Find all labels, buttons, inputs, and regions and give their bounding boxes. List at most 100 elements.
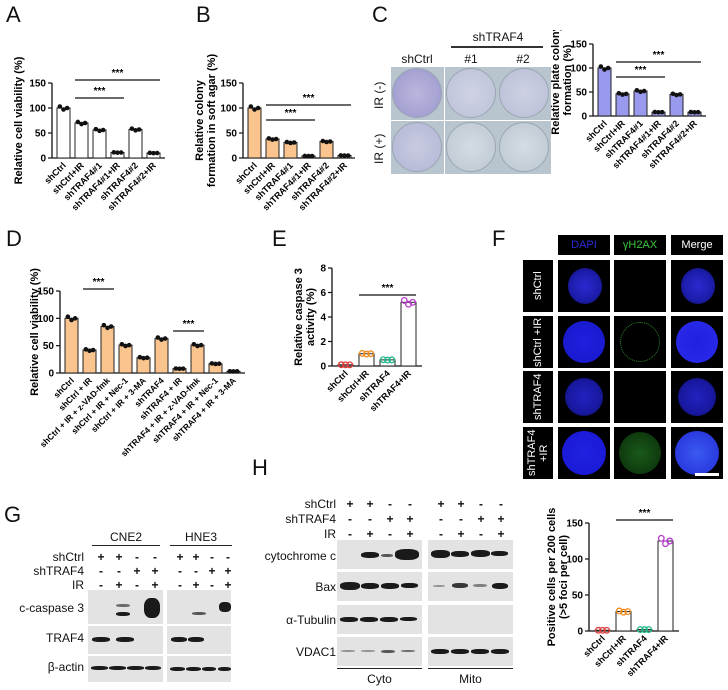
svg-text:2: 2 bbox=[320, 337, 326, 348]
blot-cyto-alpha-tubulin bbox=[337, 605, 422, 634]
row-label-shctrl: shCtrl bbox=[523, 260, 553, 312]
blot-cyto-bax bbox=[337, 572, 422, 601]
image-gh2ax-shtraf4 bbox=[614, 371, 666, 423]
row-label-ir: IR bbox=[72, 578, 84, 592]
svg-text:***: *** bbox=[94, 86, 106, 97]
svg-text:6: 6 bbox=[320, 288, 326, 299]
blot-cne2-traf4 bbox=[88, 626, 163, 654]
svg-text:0: 0 bbox=[320, 362, 326, 373]
svg-text:Relative plate colony: Relative plate colony bbox=[550, 30, 562, 135]
svg-text:***: *** bbox=[112, 68, 124, 79]
condition-sign: - bbox=[408, 497, 412, 511]
condition-sign: + bbox=[192, 578, 200, 592]
panel-letter-d: D bbox=[6, 226, 22, 251]
svg-text:0: 0 bbox=[48, 369, 54, 380]
underline-cyto bbox=[337, 668, 422, 669]
svg-text:Relative cell viability (%): Relative cell viability (%) bbox=[13, 56, 25, 184]
svg-text:***: *** bbox=[285, 108, 297, 119]
condition-sign: + bbox=[457, 527, 465, 541]
blot-mito-cytochrome-c bbox=[428, 540, 513, 569]
condition-sign: - bbox=[210, 578, 214, 592]
panel-letter-f: F bbox=[492, 226, 506, 251]
svg-text:0: 0 bbox=[40, 154, 46, 165]
condition-sign: + bbox=[97, 550, 105, 564]
protein-label-bax: Bax bbox=[315, 580, 336, 594]
svg-text:formation (%): formation (%) bbox=[562, 44, 574, 115]
row-label-ir: IR bbox=[324, 527, 336, 541]
panel-letter-e: E bbox=[272, 226, 287, 251]
condition-sign: - bbox=[439, 512, 443, 526]
image-dapi-shctrl bbox=[558, 260, 610, 312]
column-header-dapi: DAPI bbox=[558, 235, 610, 255]
svg-text:100: 100 bbox=[220, 104, 237, 115]
panel-letter-g: G bbox=[4, 502, 22, 527]
row-label-shctrl: shCtrl bbox=[52, 550, 84, 564]
svg-text:50: 50 bbox=[576, 88, 588, 99]
svg-text:Relative colony: Relative colony bbox=[194, 79, 206, 161]
row-label-shtraf4: shTRAF4 bbox=[523, 371, 553, 423]
blot-cyto-vdac1 bbox=[337, 637, 422, 666]
svg-text:0: 0 bbox=[577, 627, 583, 638]
panel-letter-a: A bbox=[6, 2, 21, 27]
blot-hne3-actin bbox=[167, 656, 231, 682]
image-gh2ax-shtraf4-ir bbox=[614, 427, 666, 479]
condition-sign: + bbox=[133, 564, 141, 578]
underline-hne3 bbox=[170, 545, 232, 546]
condition-sign: - bbox=[459, 512, 463, 526]
condition-sign: + bbox=[386, 512, 394, 526]
condition-sign: + bbox=[366, 527, 374, 541]
condition-sign: - bbox=[178, 578, 182, 592]
dish-shctrl-ir-plus bbox=[392, 122, 442, 172]
condition-sign: + bbox=[497, 512, 505, 526]
bar-chart-foci-positive: 0 50 100 150 Positive cells per 200 cells (>5… bbox=[546, 508, 679, 678]
blot-cyto-cytochrome-c bbox=[337, 540, 422, 569]
svg-text:4: 4 bbox=[320, 313, 326, 324]
row-label-ir-minus: IR (-) bbox=[372, 81, 386, 109]
condition-sign: - bbox=[348, 527, 352, 541]
panel-letter-h: H bbox=[252, 455, 268, 480]
image-gh2ax-shctrl bbox=[614, 260, 666, 312]
row-label-shctrl-ir: shCtrl +IR bbox=[523, 316, 553, 368]
column-label-2: #2 bbox=[516, 52, 530, 66]
svg-text:0: 0 bbox=[581, 112, 587, 123]
underline-cne2 bbox=[92, 545, 160, 546]
svg-text:***: *** bbox=[639, 508, 651, 519]
svg-text:50: 50 bbox=[226, 129, 238, 140]
condition-sign: - bbox=[99, 564, 103, 578]
row-label-shtraf4: shTRAF4 bbox=[285, 512, 336, 526]
svg-text:(>5 foci per cell): (>5 foci per cell) bbox=[558, 535, 570, 619]
svg-text:150: 150 bbox=[566, 519, 583, 530]
underline-mito bbox=[428, 668, 513, 669]
condition-sign: + bbox=[457, 497, 465, 511]
column-label-shctrl: shCtrl bbox=[401, 52, 433, 66]
svg-text:150: 150 bbox=[37, 287, 54, 298]
protein-label-alpha-tubulin: α-Tubulin bbox=[286, 613, 336, 627]
svg-text:formation in soft agar (%): formation in soft agar (%) bbox=[206, 54, 218, 188]
svg-text:Relative cell viability (%): Relative cell viability (%) bbox=[29, 268, 41, 396]
condition-sign: - bbox=[479, 527, 483, 541]
image-dapi-shtraf4 bbox=[558, 371, 610, 423]
condition-sign: - bbox=[348, 512, 352, 526]
condition-sign: + bbox=[437, 497, 445, 511]
condition-sign: + bbox=[115, 550, 123, 564]
dish-shtraf4-2-ir-minus bbox=[499, 68, 549, 118]
dish-shtraf4-1-ir-minus bbox=[446, 68, 496, 118]
blot-hne3-traf4 bbox=[167, 626, 231, 654]
blot-mito-alpha-tubulin bbox=[428, 605, 513, 634]
fraction-label-cyto: Cyto bbox=[367, 672, 392, 686]
image-gh2ax-shctrl-ir bbox=[614, 316, 666, 368]
condition-sign: - bbox=[479, 497, 483, 511]
condition-sign: - bbox=[153, 550, 157, 564]
blot-cne2-actin bbox=[88, 656, 163, 682]
condition-sign: + bbox=[346, 497, 354, 511]
blot-cne2-caspase bbox=[88, 590, 163, 624]
protein-label-beta-actin: β-actin bbox=[47, 660, 84, 674]
blot-hne3-caspase bbox=[167, 590, 231, 624]
condition-sign: + bbox=[151, 564, 159, 578]
column-header-merge: Merge bbox=[671, 235, 723, 255]
image-merge-shctrl-ir bbox=[671, 316, 723, 368]
protein-label-cytochrome-c: cytochrome c bbox=[264, 549, 336, 563]
protein-label-traf4: TRAF4 bbox=[45, 631, 84, 645]
